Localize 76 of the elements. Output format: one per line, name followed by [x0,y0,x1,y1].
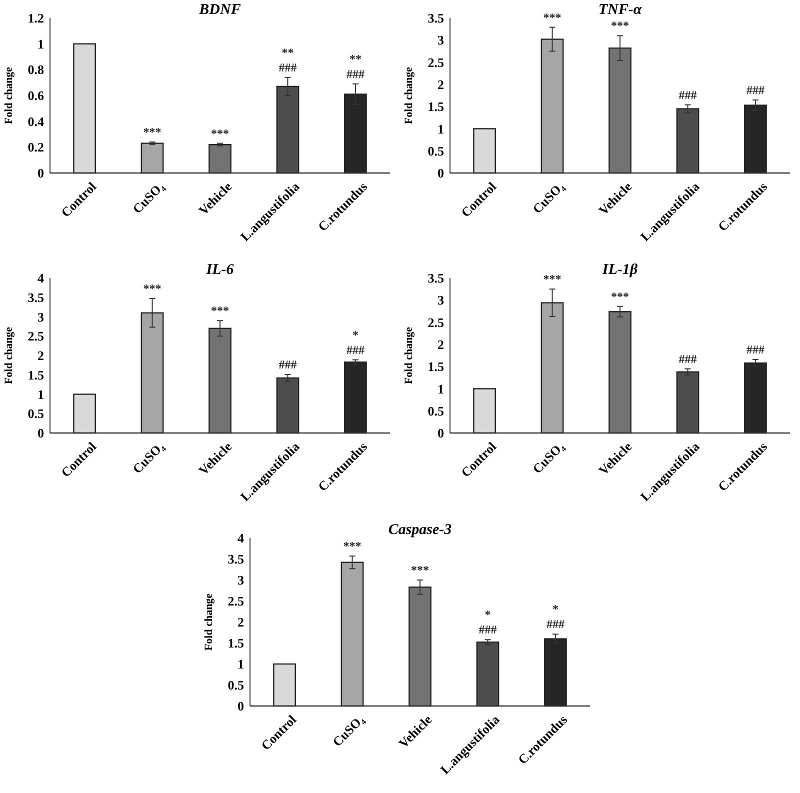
y-tick-label: 2.5 [228,594,244,609]
annotation: ### [278,357,297,372]
y-tick-label: 1 [38,386,44,402]
y-tick-label: 0.5 [428,143,444,158]
annotation: ### [346,66,364,81]
annotation: *** [343,539,362,554]
y-tick-label: 0.8 [28,62,44,78]
chart-title: IL-6 [205,262,234,278]
y-tick-label: 0 [38,426,44,441]
y-tick-label: 4 [238,530,244,546]
y-tick-label: 3 [438,32,444,48]
y-tick-label: 1.5 [228,636,244,651]
y-tick-label: 0.5 [28,406,44,422]
y-tick-label: 0 [38,166,44,181]
y-tick-label: 0 [238,698,244,714]
annotation: ** [282,45,294,60]
annotation: *** [611,289,629,304]
y-tick-label: 2 [438,336,444,352]
y-tick-label: 1.2 [28,10,44,26]
y-axis-title: Fold change [203,593,215,651]
y-tick-label: 3 [238,572,244,588]
annotation: ** [349,52,362,66]
chart-title: BDNF [198,2,241,18]
annotation: *** [143,282,162,296]
y-tick-label: 3.5 [428,10,444,26]
y-tick-label: 0.4 [28,114,44,129]
annotation: * [352,328,358,342]
y-tick-label: 2 [238,614,244,630]
y-tick-label: 2.5 [28,328,44,344]
y-tick-label: 1.5 [428,359,444,374]
annotation: * [552,602,558,616]
annotation: *** [211,304,229,318]
annotation: ### [546,617,564,632]
chart-title: Caspase-3 [388,522,452,538]
annotation: ### [278,60,297,74]
y-tick-label: 4 [38,270,44,286]
y-tick-label: 3.5 [228,552,244,567]
y-tick-label: 3.5 [428,270,444,286]
chart-title: TNF-α [598,2,642,18]
annotation: ### [746,82,764,97]
y-tick-label: 3 [438,292,444,308]
y-axis-title: Fold change [403,326,415,384]
y-tick-label: 3 [38,309,44,324]
annotation: ### [346,342,364,357]
y-tick-label: 0 [438,166,444,181]
y-tick-label: 3.5 [28,290,44,305]
y-tick-label: 1 [438,121,444,136]
annotation: *** [543,272,562,286]
annotation: *** [611,18,629,33]
y-tick-label: 2 [438,76,444,92]
y-tick-label: 1.5 [428,99,444,114]
y-tick-label: 1 [438,381,444,396]
annotation: *** [143,125,162,139]
y-tick-label: 2.5 [428,54,444,70]
y-tick-label: 0 [438,426,444,441]
y-tick-label: 1.5 [28,367,44,382]
y-tick-label: 2.5 [428,314,444,330]
annotation: *** [411,563,429,577]
annotation: *** [211,126,229,140]
y-axis-title: Fold change [3,326,15,384]
y-axis-title: Fold change [3,66,15,124]
y-tick-label: 0.2 [28,140,44,155]
y-tick-label: 0.5 [428,403,444,418]
annotation: ### [746,342,764,356]
chart-title: IL-1β [601,262,638,278]
annotation: * [484,608,491,622]
y-tick-label: 2 [38,348,44,364]
y-tick-label: 0.5 [228,678,244,693]
y-tick-label: 1 [38,36,44,52]
y-tick-label: 1 [238,656,244,672]
annotation: ### [678,352,697,366]
y-axis-title: Fold change [403,66,415,124]
annotation: *** [543,10,562,24]
annotation: ### [678,88,697,102]
y-tick-label: 0.6 [28,88,44,104]
annotation: ### [478,622,497,637]
